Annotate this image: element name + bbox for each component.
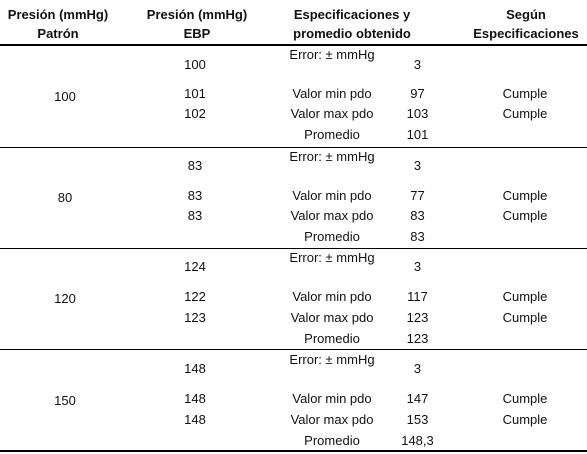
status-text: Cumple — [502, 188, 548, 203]
spec-label: Promedio — [304, 331, 360, 346]
spec-value: 3 — [413, 57, 422, 72]
spec-label: Valor min pdo — [292, 86, 372, 101]
spec-value: 123 — [406, 310, 429, 325]
spec-value: 123 — [406, 331, 429, 346]
header-patron-line2: Patrón — [37, 26, 79, 41]
spec-label: Valor max pdo — [290, 310, 374, 325]
status-text: Cumple — [502, 289, 548, 304]
spec-value: 101 — [406, 127, 429, 142]
spec-value: 3 — [413, 361, 422, 376]
ebp-value: 124 — [184, 259, 206, 274]
header-especificaciones-line2: promedio obtenido — [293, 26, 411, 41]
header-segun: Según Especificaciones — [465, 5, 587, 43]
ebp-value: 83 — [187, 208, 203, 223]
spec-label: Valor max pdo — [290, 412, 374, 427]
spec-label: Valor min pdo — [292, 391, 372, 406]
patron-value: 150 — [54, 393, 76, 408]
header-segun-line1: Según — [506, 7, 546, 22]
header-ebp-line2: EBP — [183, 26, 211, 41]
ebp-value: 83 — [187, 188, 203, 203]
spec-value: 103 — [406, 106, 429, 121]
spec-label: Error: ± mmHg — [289, 47, 375, 62]
spec-label: Error: ± mmHg — [289, 352, 375, 367]
ebp-value: 102 — [184, 106, 206, 121]
spec-label: Valor min pdo — [292, 289, 372, 304]
spec-label: Error: ± mmHg — [289, 250, 375, 265]
ebp-value: 101 — [184, 86, 206, 101]
status-text: Cumple — [502, 412, 548, 427]
ebp-value: 83 — [187, 158, 203, 173]
ebp-value: 122 — [184, 289, 206, 304]
spec-value: 97 — [410, 86, 425, 101]
header-patron: Presión (mmHg) Patrón — [0, 5, 116, 43]
patron-value: 80 — [57, 190, 73, 205]
status-text: Cumple — [502, 106, 548, 121]
header-ebp: Presión (mmHg) EBP — [134, 5, 260, 43]
header-segun-line2: Especificaciones — [473, 26, 579, 41]
header-patron-line1: Presión (mmHg) — [7, 7, 109, 22]
spec-label: Valor max pdo — [290, 208, 374, 223]
spec-label: Promedio — [304, 433, 360, 448]
spec-value: 147 — [406, 391, 429, 406]
ebp-value: 100 — [184, 57, 206, 72]
status-text: Cumple — [502, 310, 548, 325]
spec-value: 77 — [410, 188, 425, 203]
spec-value: 3 — [413, 259, 422, 274]
spec-value: 148,3 — [401, 433, 434, 448]
status-text: Cumple — [502, 391, 548, 406]
spec-value: 117 — [407, 289, 428, 304]
ebp-value: 148 — [184, 361, 206, 376]
spec-value: 153 — [406, 412, 429, 427]
spec-value: 83 — [410, 208, 425, 223]
group-divider — [0, 349, 587, 350]
spec-value: 3 — [413, 158, 422, 173]
spec-label: Valor min pdo — [292, 188, 372, 203]
spec-label: Promedio — [304, 229, 360, 244]
status-text: Cumple — [502, 208, 548, 223]
table-bottom-rule — [0, 450, 587, 452]
group-divider — [0, 248, 587, 249]
ebp-value: 148 — [184, 391, 206, 406]
spec-label: Valor max pdo — [290, 106, 374, 121]
patron-value: 100 — [54, 89, 76, 104]
header-bottom-rule — [0, 44, 587, 46]
ebp-value: 148 — [184, 412, 206, 427]
patron-value: 120 — [54, 291, 76, 306]
header-ebp-line1: Presión (mmHg) — [146, 7, 248, 22]
ebp-value: 123 — [184, 310, 206, 325]
status-text: Cumple — [502, 86, 548, 101]
spec-label: Promedio — [304, 127, 360, 142]
spec-label: Error: ± mmHg — [289, 149, 375, 164]
header-especificaciones-line1: Especificaciones y — [293, 7, 411, 22]
spec-value: 83 — [410, 229, 425, 244]
header-especificaciones: Especificaciones y promedio obtenido — [262, 5, 442, 43]
group-divider — [0, 147, 587, 148]
